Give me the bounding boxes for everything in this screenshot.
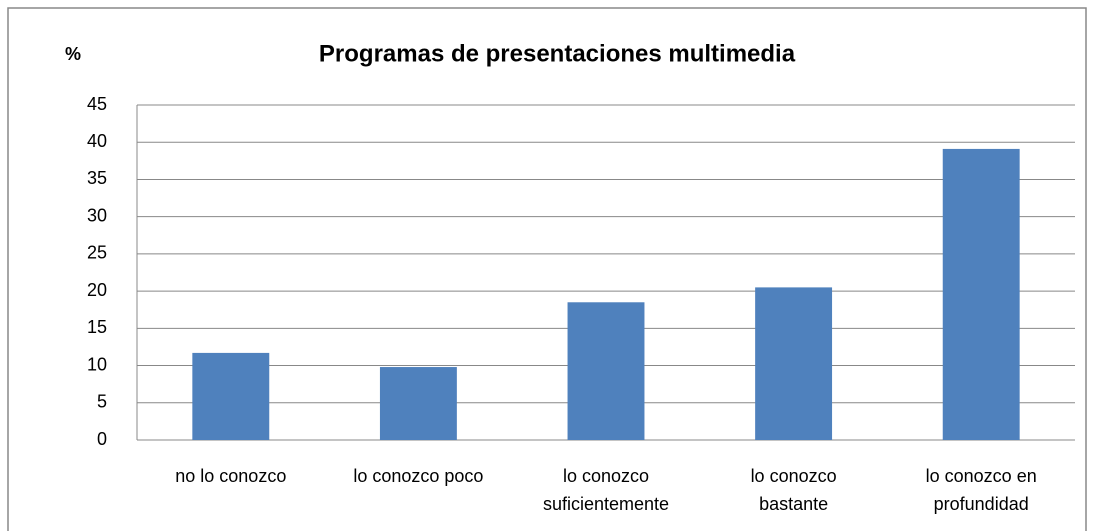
y-tick-label: 45 xyxy=(87,94,107,114)
bar xyxy=(942,148,1020,440)
bar xyxy=(379,367,457,440)
chart-title: Programas de presentaciones multimedia xyxy=(319,40,796,67)
x-tick-label: no lo conozco xyxy=(175,466,287,486)
chart-frame xyxy=(7,7,1087,531)
y-tick-label: 35 xyxy=(87,168,107,188)
y-tick-label: 40 xyxy=(87,131,107,151)
y-tick-label: 0 xyxy=(97,429,107,449)
y-tick-label: 15 xyxy=(87,317,107,337)
y-tick-label: 10 xyxy=(87,354,107,374)
y-tick-label: 30 xyxy=(87,205,107,225)
x-tick-label: lo conozco bastante xyxy=(750,466,837,514)
y-tick-label: 25 xyxy=(87,243,107,263)
bar xyxy=(567,302,645,440)
y-axis-label: % xyxy=(65,44,81,64)
x-tick-label: lo conozco suficientemente xyxy=(542,466,670,514)
y-tick-label: 5 xyxy=(97,392,107,412)
bar xyxy=(755,287,833,440)
x-tick-label: lo conozco en profundidad xyxy=(925,466,1037,514)
bar xyxy=(192,352,270,440)
y-tick-label: 20 xyxy=(87,280,107,300)
x-tick-label: lo conozco poco xyxy=(353,466,484,486)
